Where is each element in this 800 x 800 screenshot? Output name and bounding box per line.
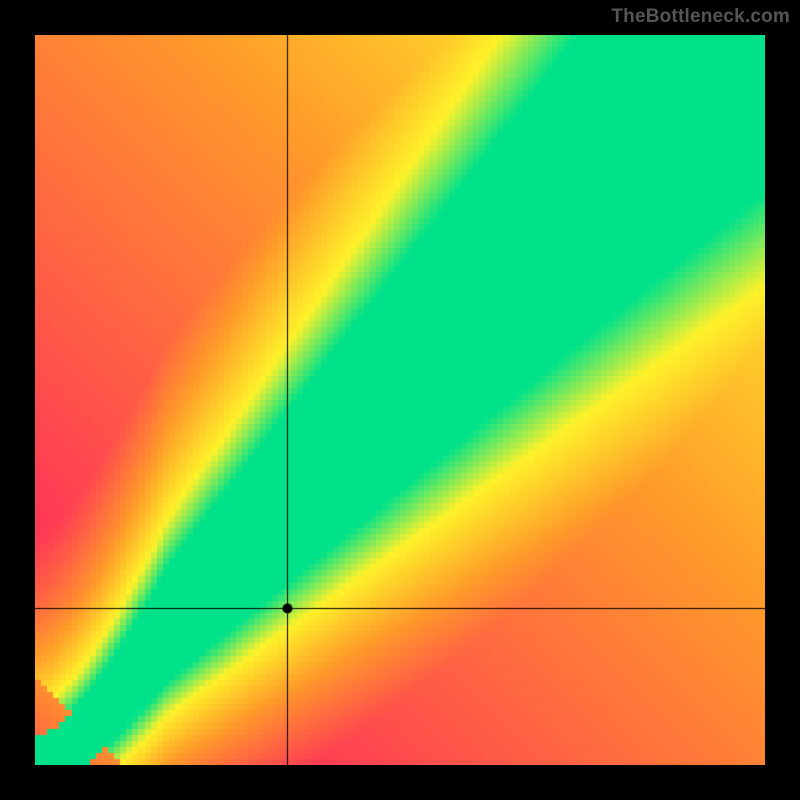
bottleneck-heatmap — [35, 35, 765, 765]
chart-container: TheBottleneck.com — [0, 0, 800, 800]
watermark-text: TheBottleneck.com — [611, 6, 790, 28]
